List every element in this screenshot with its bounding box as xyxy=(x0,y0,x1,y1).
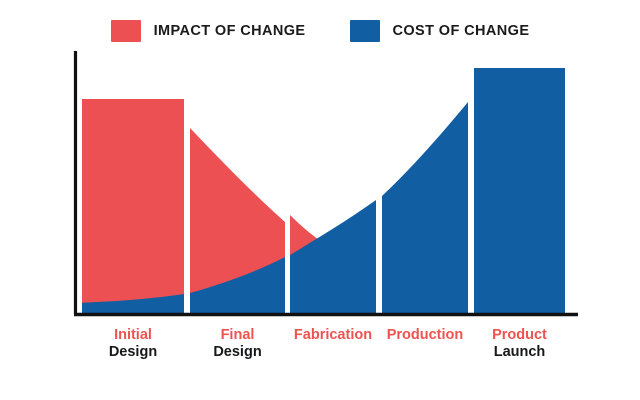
impact-area-band-initial-design xyxy=(82,99,184,313)
legend-item-cost-of-change[interactable]: COST OF CHANGE xyxy=(349,20,530,42)
x-label-product-launch-line1: Product xyxy=(492,327,547,343)
cost-area-band-product-launch xyxy=(474,68,565,313)
x-label-fabrication-line1: Fabrication xyxy=(293,327,373,343)
cost-area-band-final-design xyxy=(190,257,285,313)
x-label-final-design-line1: Final xyxy=(220,327,255,343)
x-label-production: Production xyxy=(378,327,472,344)
legend-label-impact-of-change: IMPACT OF CHANGE xyxy=(153,22,306,39)
x-label-production-line1: Production xyxy=(386,327,464,343)
x-label-initial-design-line2: Design xyxy=(108,343,158,360)
x-label-product-launch-line2: Launch xyxy=(493,343,546,360)
x-label-fabrication: Fabrication xyxy=(286,327,380,344)
cost-area-band-production xyxy=(382,102,468,313)
x-label-initial-design: Initial Design xyxy=(82,327,184,361)
x-label-product-launch: Product Launch xyxy=(474,327,565,361)
legend-label-cost-of-change: COST OF CHANGE xyxy=(392,22,530,39)
cost-area-band-initial-design xyxy=(82,294,184,313)
cost-area-band-fabrication xyxy=(290,200,376,313)
x-label-final-design: Final Design xyxy=(190,327,285,361)
cost-of-change-swatch xyxy=(349,20,380,42)
legend-item-impact-of-change[interactable]: IMPACT OF CHANGE xyxy=(110,20,306,42)
chart-legend: IMPACT OF CHANGE COST OF CHANGE xyxy=(0,20,640,42)
series-cost-of-change xyxy=(82,68,565,313)
x-label-final-design-line2: Design xyxy=(213,343,262,360)
x-axis-labels: Initial Design Final Design Fabrication … xyxy=(0,327,640,377)
impact-of-change-swatch xyxy=(110,20,141,42)
impact-area-band-final-design xyxy=(190,128,285,313)
x-label-initial-design-line1: Initial xyxy=(114,327,152,343)
